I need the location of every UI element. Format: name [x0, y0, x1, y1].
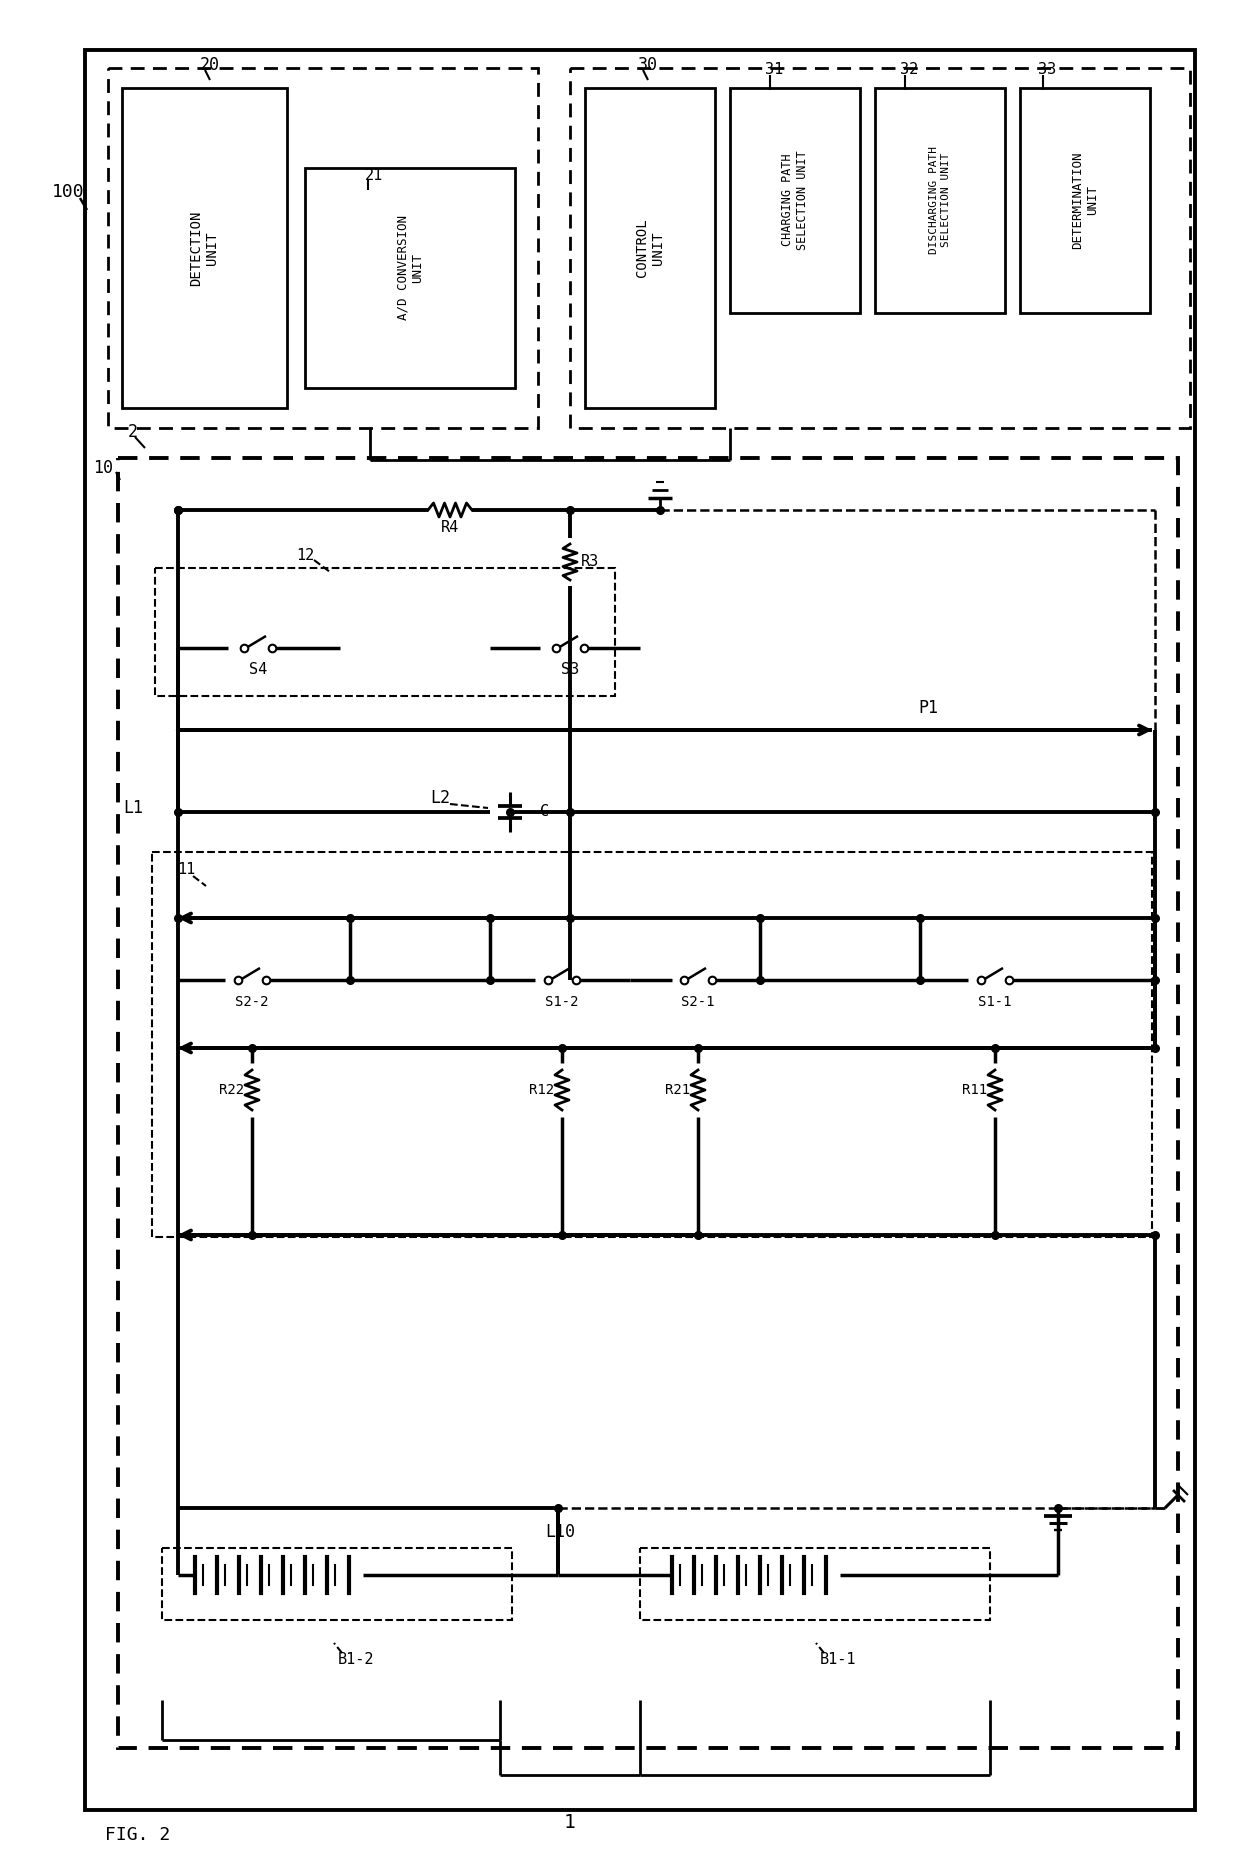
Text: A/D CONVERSION
UNIT: A/D CONVERSION UNIT: [396, 215, 424, 320]
Bar: [875, 89, 1004, 313]
Bar: [108, 69, 538, 428]
Text: R11: R11: [962, 1083, 987, 1096]
Bar: [1021, 89, 1149, 313]
Text: S1-1: S1-1: [978, 995, 1012, 1009]
Text: R12: R12: [529, 1083, 554, 1096]
Bar: [585, 89, 715, 407]
Bar: [305, 169, 515, 389]
Text: R4: R4: [441, 520, 459, 535]
Text: 20: 20: [200, 56, 219, 74]
Text: L10: L10: [546, 1522, 575, 1541]
Text: 10: 10: [93, 459, 113, 478]
Text: S3: S3: [560, 663, 579, 678]
Text: 1: 1: [564, 1813, 575, 1832]
Text: C: C: [541, 804, 549, 819]
Text: CONTROL
UNIT: CONTROL UNIT: [635, 219, 665, 278]
Bar: [162, 1548, 512, 1620]
Text: DISCHARGING PATH
SELECTION UNIT: DISCHARGING PATH SELECTION UNIT: [929, 146, 951, 254]
Text: 30: 30: [639, 56, 658, 74]
Bar: [122, 89, 286, 407]
Text: R21: R21: [666, 1083, 691, 1096]
Text: S2-2: S2-2: [236, 995, 269, 1009]
Text: R3: R3: [580, 554, 599, 570]
Text: 100: 100: [52, 183, 84, 202]
Text: S1-2: S1-2: [546, 995, 579, 1009]
Bar: [118, 457, 1178, 1748]
Text: DETERMINATION
UNIT: DETERMINATION UNIT: [1071, 152, 1099, 248]
Text: 21: 21: [365, 167, 383, 183]
Text: L1: L1: [123, 798, 143, 817]
Text: 12: 12: [296, 548, 314, 563]
Text: CHARGING PATH
SELECTION UNIT: CHARGING PATH SELECTION UNIT: [781, 150, 808, 250]
Text: FIG. 2: FIG. 2: [105, 1826, 170, 1845]
Text: 11: 11: [177, 863, 195, 878]
Text: B1-2: B1-2: [339, 1652, 374, 1667]
Text: R22: R22: [219, 1083, 244, 1096]
Text: P1: P1: [918, 698, 937, 717]
Text: 32: 32: [900, 63, 919, 78]
Text: 31: 31: [765, 63, 784, 78]
Text: 33: 33: [1038, 63, 1056, 78]
Bar: [153, 852, 1152, 1237]
Text: 2: 2: [128, 422, 138, 441]
Text: B1-1: B1-1: [820, 1652, 857, 1667]
Bar: [155, 569, 615, 696]
Text: S4: S4: [249, 663, 267, 678]
Bar: [570, 69, 1190, 428]
Bar: [730, 89, 861, 313]
Text: L2: L2: [430, 789, 450, 807]
Bar: [86, 50, 1195, 1809]
Text: DETECTION
UNIT: DETECTION UNIT: [188, 211, 219, 285]
Text: S2-1: S2-1: [681, 995, 714, 1009]
Bar: [640, 1548, 990, 1620]
